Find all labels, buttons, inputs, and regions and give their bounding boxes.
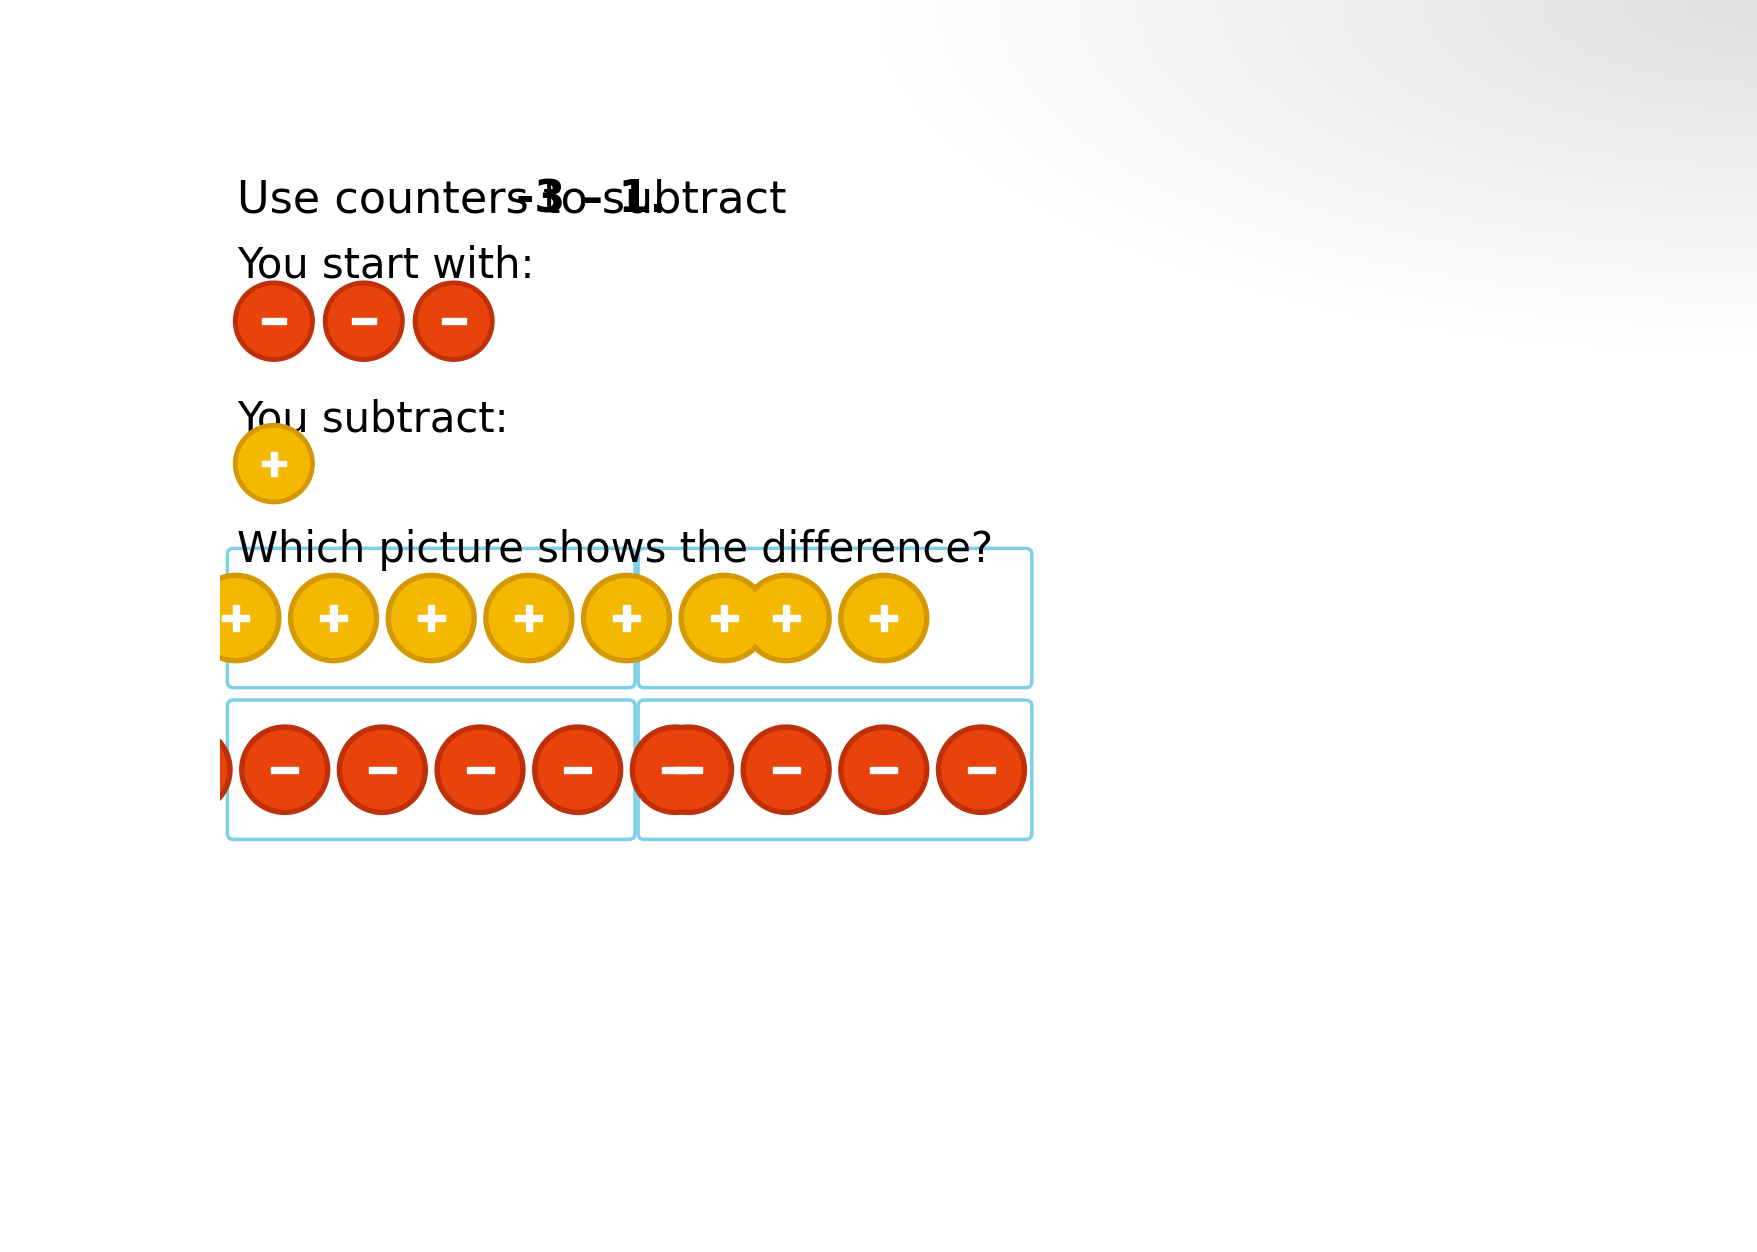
Bar xyxy=(262,461,286,467)
Circle shape xyxy=(387,573,476,662)
Circle shape xyxy=(323,282,404,362)
Circle shape xyxy=(98,578,177,657)
Circle shape xyxy=(234,282,315,362)
Text: You subtract:: You subtract: xyxy=(237,398,508,441)
Circle shape xyxy=(483,573,575,662)
Circle shape xyxy=(288,573,378,662)
Bar xyxy=(613,615,640,621)
Bar xyxy=(784,605,789,631)
Circle shape xyxy=(197,578,276,657)
Text: Use counters to subtract: Use counters to subtract xyxy=(237,179,801,222)
Circle shape xyxy=(436,725,525,814)
Circle shape xyxy=(838,573,929,662)
Bar xyxy=(467,766,494,772)
Bar xyxy=(968,766,994,772)
Circle shape xyxy=(582,573,671,662)
Circle shape xyxy=(329,285,399,357)
Circle shape xyxy=(239,725,330,814)
Circle shape xyxy=(142,725,232,814)
FancyBboxPatch shape xyxy=(638,700,1031,839)
Circle shape xyxy=(392,578,471,657)
Circle shape xyxy=(413,282,494,362)
Bar xyxy=(223,615,249,621)
Circle shape xyxy=(838,725,929,814)
Text: -3 – 1.: -3 – 1. xyxy=(515,179,666,222)
Bar xyxy=(773,615,799,621)
Circle shape xyxy=(93,573,183,662)
Bar xyxy=(232,605,239,631)
Bar xyxy=(662,766,689,772)
Circle shape xyxy=(239,285,309,357)
Circle shape xyxy=(246,730,325,809)
Circle shape xyxy=(680,573,770,662)
FancyBboxPatch shape xyxy=(227,548,634,687)
Bar xyxy=(174,766,200,772)
Bar xyxy=(418,615,445,621)
Circle shape xyxy=(741,725,831,814)
Circle shape xyxy=(936,725,1026,814)
Bar xyxy=(515,615,543,621)
Bar xyxy=(351,318,376,324)
Circle shape xyxy=(148,730,227,809)
Circle shape xyxy=(192,573,281,662)
Circle shape xyxy=(337,725,427,814)
Circle shape xyxy=(441,730,520,809)
Circle shape xyxy=(747,578,826,657)
Circle shape xyxy=(636,730,715,809)
Text: You start with:: You start with: xyxy=(237,244,534,287)
Bar xyxy=(624,605,629,631)
Circle shape xyxy=(234,423,315,503)
Bar xyxy=(675,766,703,772)
Bar xyxy=(320,615,348,621)
Circle shape xyxy=(845,578,924,657)
Circle shape xyxy=(488,578,569,657)
Circle shape xyxy=(532,725,622,814)
Circle shape xyxy=(631,725,720,814)
Circle shape xyxy=(648,730,727,809)
Bar xyxy=(271,452,276,476)
Circle shape xyxy=(587,578,666,657)
Bar xyxy=(271,766,299,772)
Circle shape xyxy=(942,730,1021,809)
Circle shape xyxy=(747,730,826,809)
Circle shape xyxy=(293,578,372,657)
Bar xyxy=(710,615,738,621)
Bar xyxy=(880,605,887,631)
Circle shape xyxy=(845,730,924,809)
Bar xyxy=(870,615,898,621)
Bar xyxy=(330,605,337,631)
Bar xyxy=(369,766,395,772)
FancyBboxPatch shape xyxy=(638,548,1031,687)
Bar xyxy=(564,766,590,772)
Bar xyxy=(262,318,286,324)
Bar xyxy=(125,615,151,621)
FancyBboxPatch shape xyxy=(227,700,634,839)
Circle shape xyxy=(239,428,309,498)
Bar xyxy=(870,766,898,772)
Text: Which picture shows the difference?: Which picture shows the difference? xyxy=(237,530,993,571)
Circle shape xyxy=(741,573,831,662)
Circle shape xyxy=(538,730,617,809)
Bar xyxy=(720,605,727,631)
Circle shape xyxy=(643,725,733,814)
Bar xyxy=(429,605,434,631)
Bar xyxy=(441,318,466,324)
Circle shape xyxy=(685,578,764,657)
Circle shape xyxy=(343,730,422,809)
Bar xyxy=(525,605,532,631)
Circle shape xyxy=(418,285,488,357)
Bar xyxy=(773,766,799,772)
Bar xyxy=(135,605,141,631)
